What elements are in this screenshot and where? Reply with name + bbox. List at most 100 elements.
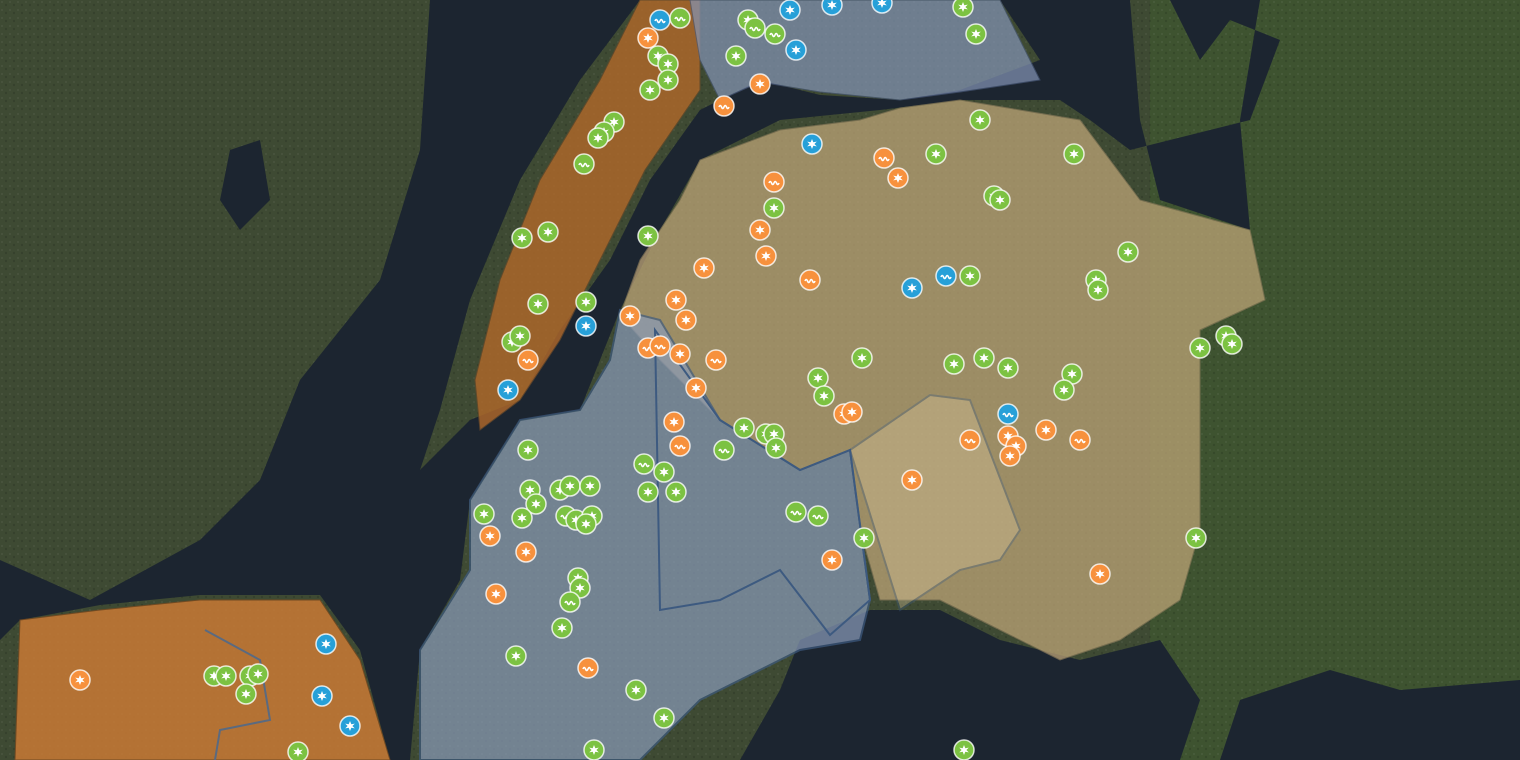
map-marker[interactable] bbox=[649, 9, 671, 31]
map-marker[interactable] bbox=[959, 429, 981, 451]
map-marker[interactable] bbox=[665, 481, 687, 503]
map-marker[interactable] bbox=[799, 269, 821, 291]
map-marker[interactable] bbox=[235, 683, 257, 705]
map-marker[interactable] bbox=[901, 277, 923, 299]
map-marker[interactable] bbox=[965, 23, 987, 45]
map-marker[interactable] bbox=[663, 411, 685, 433]
map-marker[interactable] bbox=[749, 219, 771, 241]
map-marker[interactable] bbox=[744, 17, 766, 39]
map-marker[interactable] bbox=[1087, 279, 1109, 301]
map-marker[interactable] bbox=[785, 39, 807, 61]
map-marker[interactable] bbox=[573, 153, 595, 175]
map-marker[interactable] bbox=[763, 171, 785, 193]
map-marker[interactable] bbox=[505, 645, 527, 667]
map-marker[interactable] bbox=[619, 305, 641, 327]
map-marker[interactable] bbox=[887, 167, 909, 189]
map-marker[interactable] bbox=[653, 461, 675, 483]
map-marker[interactable] bbox=[587, 127, 609, 149]
map-marker[interactable] bbox=[705, 349, 727, 371]
map-marker[interactable] bbox=[479, 525, 501, 547]
map-marker[interactable] bbox=[1185, 527, 1207, 549]
map-marker[interactable] bbox=[821, 0, 843, 16]
map-marker[interactable] bbox=[765, 437, 787, 459]
map-marker[interactable] bbox=[953, 739, 975, 760]
map-marker[interactable] bbox=[807, 367, 829, 389]
map-marker[interactable] bbox=[1089, 563, 1111, 585]
map-marker[interactable] bbox=[785, 501, 807, 523]
map-marker[interactable] bbox=[871, 0, 893, 14]
map-marker[interactable] bbox=[999, 445, 1021, 467]
map-marker[interactable] bbox=[625, 679, 647, 701]
map-marker[interactable] bbox=[733, 417, 755, 439]
map-marker[interactable] bbox=[901, 469, 923, 491]
map-marker[interactable] bbox=[997, 403, 1019, 425]
map-marker[interactable] bbox=[989, 189, 1011, 211]
map-marker[interactable] bbox=[657, 69, 679, 91]
map-marker[interactable] bbox=[1117, 241, 1139, 263]
map-marker[interactable] bbox=[515, 541, 537, 563]
map-marker[interactable] bbox=[653, 707, 675, 729]
map-marker[interactable] bbox=[675, 309, 697, 331]
map-marker[interactable] bbox=[1053, 379, 1075, 401]
map-marker[interactable] bbox=[649, 335, 671, 357]
map-marker[interactable] bbox=[851, 347, 873, 369]
map-marker[interactable] bbox=[551, 617, 573, 639]
map-marker[interactable] bbox=[669, 343, 691, 365]
map-marker[interactable] bbox=[821, 549, 843, 571]
map-marker[interactable] bbox=[841, 401, 863, 423]
map-marker[interactable] bbox=[755, 245, 777, 267]
map-marker[interactable] bbox=[813, 385, 835, 407]
map-marker[interactable] bbox=[633, 453, 655, 475]
map-marker[interactable] bbox=[637, 225, 659, 247]
map-marker[interactable] bbox=[583, 739, 605, 760]
map-marker[interactable] bbox=[952, 0, 974, 18]
map-marker[interactable] bbox=[69, 669, 91, 691]
map-marker[interactable] bbox=[577, 657, 599, 679]
map-marker[interactable] bbox=[807, 505, 829, 527]
map-marker[interactable] bbox=[764, 23, 786, 45]
map-marker[interactable] bbox=[801, 133, 823, 155]
map-marker[interactable] bbox=[713, 439, 735, 461]
map-marker[interactable] bbox=[537, 221, 559, 243]
map-marker[interactable] bbox=[943, 353, 965, 375]
map-marker[interactable] bbox=[525, 493, 547, 515]
map-marker[interactable] bbox=[969, 109, 991, 131]
map-marker[interactable] bbox=[1221, 333, 1243, 355]
map-marker[interactable] bbox=[669, 7, 691, 29]
map-marker[interactable] bbox=[575, 291, 597, 313]
map-marker[interactable] bbox=[559, 591, 581, 613]
map-marker[interactable] bbox=[1063, 143, 1085, 165]
map-marker[interactable] bbox=[1035, 419, 1057, 441]
map-marker[interactable] bbox=[311, 685, 333, 707]
map-marker[interactable] bbox=[997, 357, 1019, 379]
map-marker[interactable] bbox=[527, 293, 549, 315]
map-marker[interactable] bbox=[637, 481, 659, 503]
map-marker[interactable] bbox=[473, 503, 495, 525]
map-marker[interactable] bbox=[693, 257, 715, 279]
map-marker[interactable] bbox=[559, 475, 581, 497]
map-marker[interactable] bbox=[511, 227, 533, 249]
map-marker[interactable] bbox=[215, 665, 237, 687]
map-marker[interactable] bbox=[575, 315, 597, 337]
map-marker[interactable] bbox=[315, 633, 337, 655]
map-marker[interactable] bbox=[639, 79, 661, 101]
map-marker[interactable] bbox=[873, 147, 895, 169]
map-marker[interactable] bbox=[779, 0, 801, 21]
map-marker[interactable] bbox=[959, 265, 981, 287]
map-marker[interactable] bbox=[287, 741, 309, 760]
map-marker[interactable] bbox=[247, 663, 269, 685]
map-marker[interactable] bbox=[725, 45, 747, 67]
map-marker[interactable] bbox=[579, 475, 601, 497]
map-marker[interactable] bbox=[517, 439, 539, 461]
map-marker[interactable] bbox=[517, 349, 539, 371]
map-marker[interactable] bbox=[713, 95, 735, 117]
map-marker[interactable] bbox=[685, 377, 707, 399]
map-marker[interactable] bbox=[509, 325, 531, 347]
map-marker[interactable] bbox=[749, 73, 771, 95]
map-marker[interactable] bbox=[497, 379, 519, 401]
map-marker[interactable] bbox=[853, 527, 875, 549]
map-marker[interactable] bbox=[973, 347, 995, 369]
map-marker[interactable] bbox=[485, 583, 507, 605]
map-marker[interactable] bbox=[1069, 429, 1091, 451]
map-marker[interactable] bbox=[575, 513, 597, 535]
